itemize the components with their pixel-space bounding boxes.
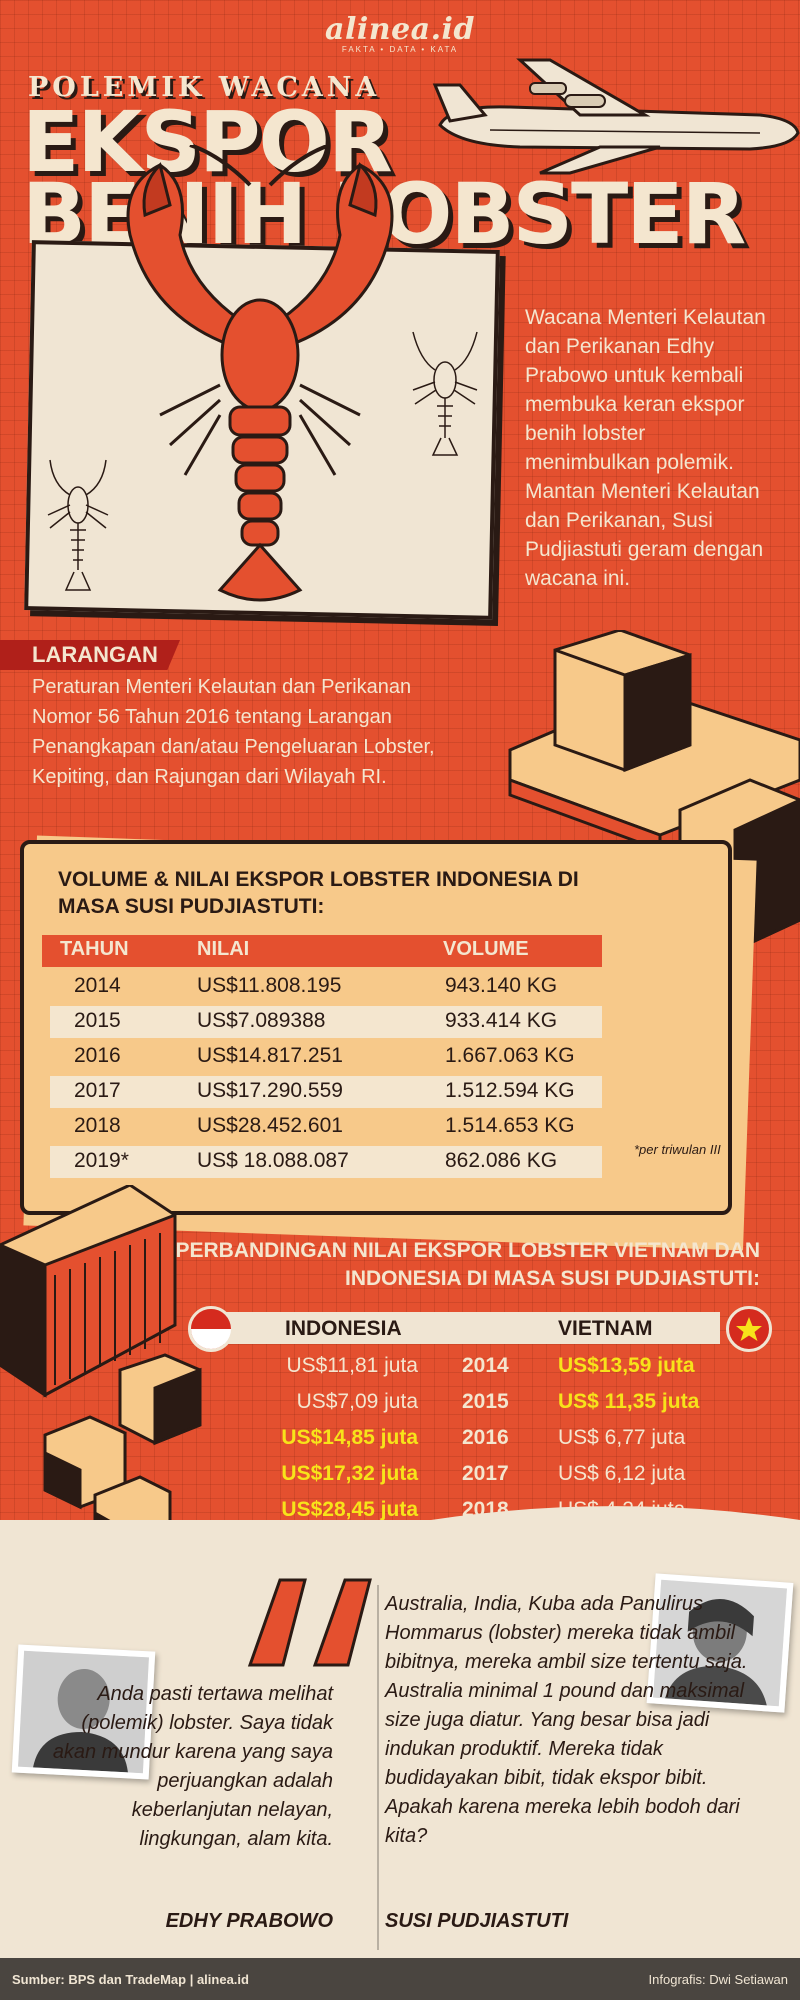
table-cell-year: 2016 [74,1044,121,1067]
small-lobster-sketch-right [412,331,478,456]
table-cell-year: 2018 [74,1114,121,1137]
export-table-title: VOLUME & NILAI EKSPOR LOBSTER INDONESIA … [58,868,579,918]
comparison-indonesia-value: US$7,09 juta [296,1390,418,1413]
title-line-ekspor: EKSPOR [22,93,393,191]
brand-tagline: FAKTA • DATA • KATA [341,45,459,54]
comparison-year: 2017 [462,1462,509,1485]
larangan-label-bg [0,640,180,670]
footer-source: Sumber: BPS dan TradeMap | alinea.id [12,1972,249,1987]
title-small: POLEMIK WACANA [28,72,381,103]
edhy-quote: Anda pasti tertawa melihat (polemik) lob… [52,1683,333,1850]
quote-mark-icon [247,1578,372,1667]
comparison-year: 2016 [462,1426,509,1449]
quote-divider [377,1585,379,1950]
container-and-boxes-illustration [0,1185,202,1573]
brand-logo: alinea.id [325,12,475,47]
table-cell-value: US$14.817.251 [197,1044,343,1067]
comparison-vietnam-value: US$ 11,35 juta [558,1390,700,1413]
table-row [50,1146,602,1178]
footer-credit: Infografis: Dwi Setiawan [648,1972,788,1987]
intro-text: Wacana Menteri Kelautan dan Perikanan Ed… [525,306,766,590]
table-cell-year: 2015 [74,1009,121,1032]
vietnam-flag-icon [726,1306,772,1352]
susi-pudjiastuti-photo [646,1573,794,1713]
susi-name: SUSI PUDJIASTUTI [385,1910,569,1932]
table-cell-volume: 933.414 KG [445,1009,558,1032]
table-row [50,1006,602,1038]
export-table-header [42,935,602,967]
red-lobster-illustration [126,145,394,602]
larangan-text: Peraturan Menteri Kelautan dan Perikanan… [32,676,435,788]
brand: alinea.id FAKTA • DATA • KATA [0,12,800,54]
edhy-name: EDHY PRABOWO [165,1910,333,1932]
col-header-nilai: NILAI [197,938,250,960]
comparison-indonesia-value: US$14,85 juta [281,1426,418,1449]
comparison-header-bar [205,1312,720,1344]
comparison-indonesia-value: US$28,45 juta [281,1498,418,1521]
table-cell-volume: 1.667.063 KG [445,1044,575,1067]
table-cell-year: 2014 [74,974,121,997]
table-cell-volume: 1.512.594 KG [445,1079,575,1102]
table-cell-year: 2019* [74,1149,129,1172]
edhy-prabowo-photo [11,1644,156,1780]
table-cell-volume: 862.086 KG [445,1149,558,1172]
star-icon [736,1317,762,1341]
comparison-title: PERBANDINGAN NILAI EKSPOR LOBSTER VIETNA… [175,1239,760,1290]
comparison-col-indonesia: INDONESIA [285,1317,402,1340]
table-cell-value: US$7.089388 [197,1009,326,1032]
table-footnote: *per triwulan III [634,1142,721,1157]
larangan-label: LARANGAN [32,642,158,667]
comparison-vietnam-value: US$ 6,77 juta [558,1426,686,1449]
susi-quote: Australia, India, Kuba ada Panulirus Hom… [385,1593,748,1847]
small-lobster-sketch-left [47,459,109,591]
comparison-year: 2014 [462,1354,509,1377]
cargo-plane-illustration [432,58,800,175]
comparison-indonesia-value: US$17,32 juta [281,1462,418,1485]
col-header-tahun: TAHUN [60,938,129,960]
comparison-year: 2015 [462,1390,509,1413]
table-cell-value: US$28.452.601 [197,1114,343,1137]
table-cell-value: US$ 18.088.087 [197,1149,349,1172]
comparison-col-vietnam: VIETNAM [558,1317,653,1340]
comparison-vietnam-value: US$13,59 juta [558,1354,695,1377]
table-cell-year: 2017 [74,1079,121,1102]
comparison-vietnam-value: US$ 6,12 juta [558,1462,686,1485]
table-cell-value: US$17.290.559 [197,1079,343,1102]
indonesia-flag-icon [188,1306,234,1352]
footer-bar [0,1958,800,2000]
table-row [50,1076,602,1108]
col-header-volume: VOLUME [443,938,529,960]
table-cell-value: US$11.808.195 [197,974,342,997]
table-cell-volume: 943.140 KG [445,974,558,997]
table-cell-volume: 1.514.653 KG [445,1114,575,1137]
comparison-indonesia-value: US$11,81 juta [286,1354,418,1377]
